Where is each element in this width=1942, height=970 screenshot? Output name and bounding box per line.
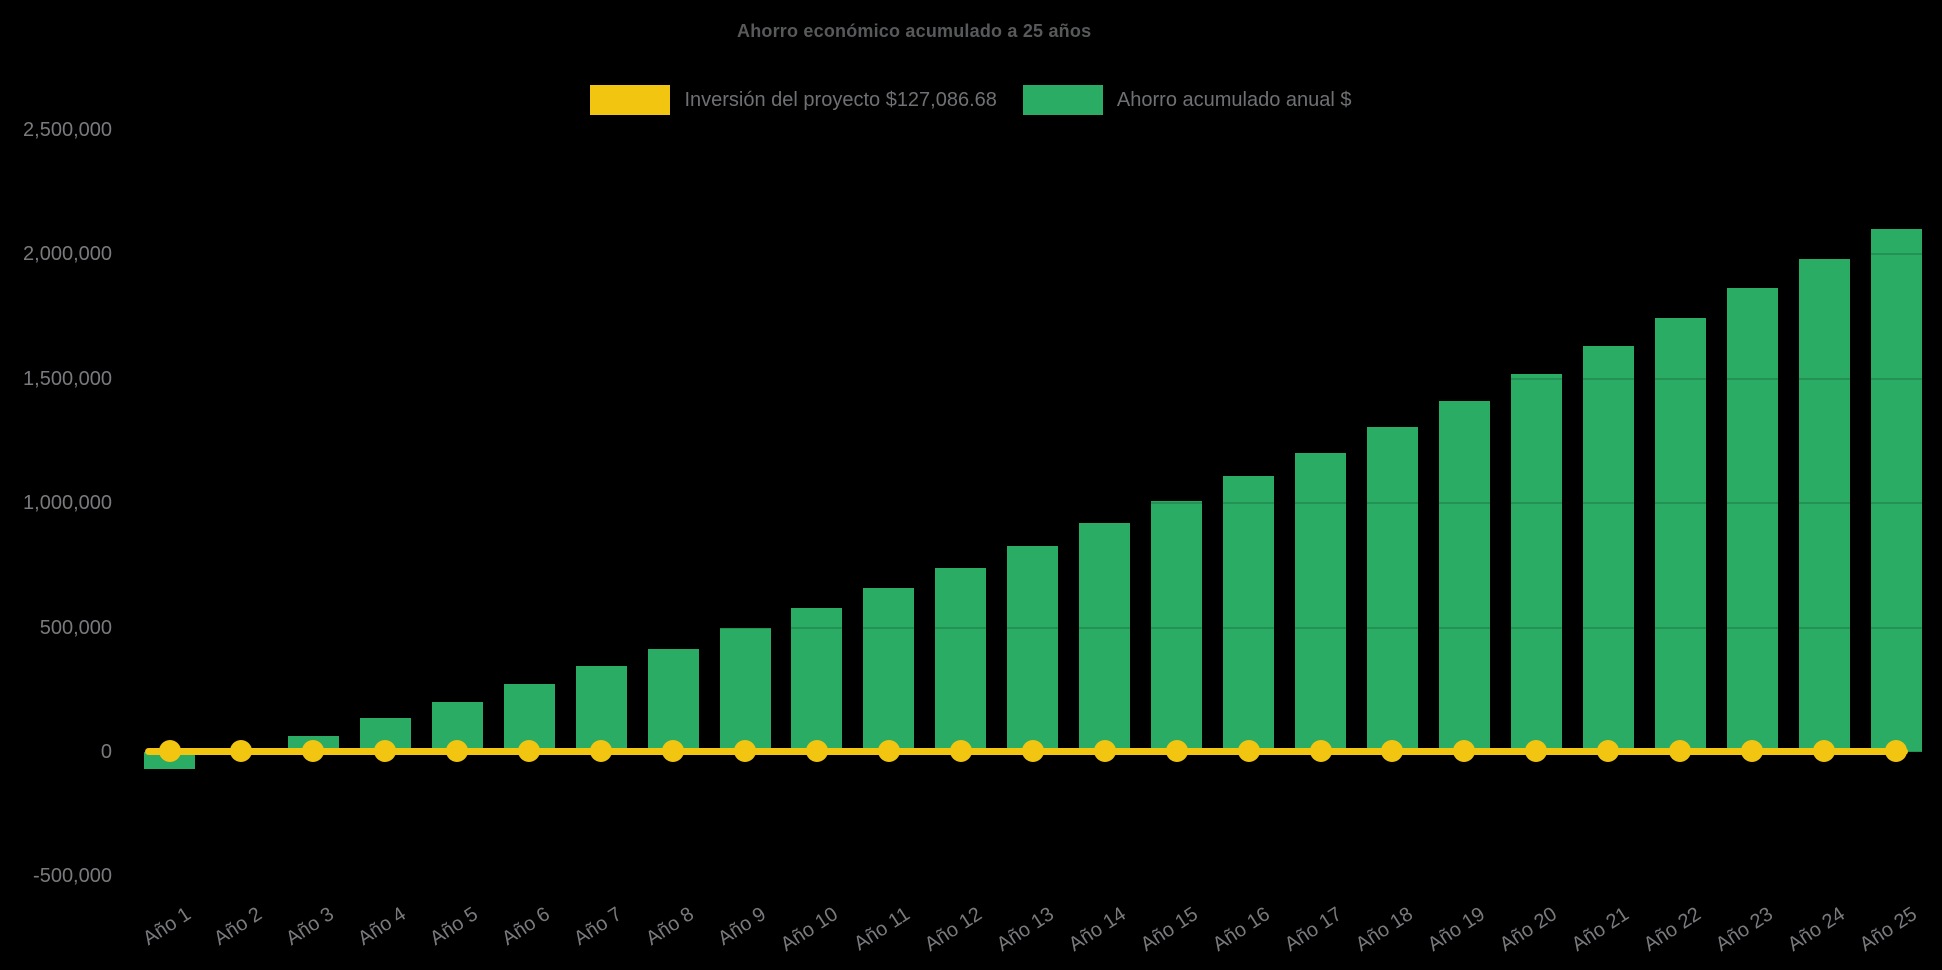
line-point-ano-15[interactable] [1165,740,1188,762]
chart-title: Ahorro económico acumulado a 25 años [737,21,1092,41]
legend-label-investment: Inversión del proyecto $127,086.68 [684,88,997,111]
bar-ano-12[interactable] [935,568,987,752]
y-axis-tick-label: 2,000,000 [23,243,112,266]
line-point-ano-12[interactable] [949,740,972,762]
line-point-ano-2[interactable] [230,740,253,762]
legend-item-savings[interactable]: Ahorro acumulado anual $ [1022,85,1352,115]
legend-label-savings: Ahorro acumulado anual $ [1116,88,1352,111]
bar-ano-7[interactable] [575,666,627,752]
bar-ano-13[interactable] [1007,546,1059,752]
gridline [133,875,1935,878]
legend-item-investment[interactable]: Inversión del proyecto $127,086.68 [590,85,997,115]
line-point-ano-6[interactable] [518,740,541,762]
bar-ano-24[interactable] [1798,259,1850,752]
bar-ano-8[interactable] [647,648,699,752]
line-point-ano-23[interactable] [1741,740,1764,762]
line-point-ano-16[interactable] [1237,740,1260,762]
line-point-ano-21[interactable] [1597,740,1620,762]
gridline [133,129,1935,131]
line-point-ano-10[interactable] [805,740,828,762]
line-point-ano-9[interactable] [734,740,757,762]
bar-ano-18[interactable] [1366,427,1418,752]
bar-ano-23[interactable] [1726,288,1778,752]
line-point-ano-19[interactable] [1453,740,1476,762]
line-point-ano-14[interactable] [1093,740,1116,762]
gridline [133,377,1935,380]
gridline [133,626,1935,629]
line-point-ano-1[interactable] [158,740,181,762]
y-axis-tick-label: 1,500,000 [23,367,112,390]
y-axis-tick-label: -500,000 [33,865,112,888]
bar-ano-20[interactable] [1510,374,1562,752]
legend-swatch-investment-icon [590,85,671,115]
bar-ano-10[interactable] [791,608,843,752]
line-point-ano-11[interactable] [877,740,900,762]
line-point-ano-25[interactable] [1885,740,1908,762]
gridline [133,502,1935,505]
line-point-ano-7[interactable] [590,740,613,762]
legend: Inversión del proyecto $127,086.68 Ahorr… [0,84,1942,116]
bar-ano-15[interactable] [1151,501,1203,752]
y-axis-tick-label: 2,500,000 [23,119,112,141]
bar-ano-16[interactable] [1223,476,1275,752]
bar-ano-19[interactable] [1438,401,1490,752]
bar-ano-17[interactable] [1295,453,1347,752]
line-point-ano-24[interactable] [1813,740,1836,762]
line-point-ano-8[interactable] [662,740,685,762]
line-point-ano-3[interactable] [302,740,325,762]
gridline [133,253,1935,256]
bar-ano-11[interactable] [863,588,915,752]
bar-ano-22[interactable] [1654,318,1706,752]
line-point-ano-22[interactable] [1669,740,1692,762]
line-point-ano-17[interactable] [1309,740,1332,762]
y-axis-tick-label: 0 [100,741,112,763]
line-point-ano-20[interactable] [1525,740,1548,762]
y-axis-tick-label: 1,000,000 [23,492,112,515]
line-point-ano-18[interactable] [1381,740,1404,762]
legend-swatch-savings-icon [1022,85,1103,115]
y-axis-tick-label: 500,000 [39,616,112,639]
bar-ano-25[interactable] [1870,228,1922,752]
line-point-ano-4[interactable] [374,740,397,762]
bar-ano-9[interactable] [719,628,771,752]
bar-ano-21[interactable] [1582,346,1634,752]
line-point-ano-5[interactable] [446,740,469,762]
line-point-ano-13[interactable] [1021,740,1044,762]
bar-ano-14[interactable] [1079,523,1131,752]
